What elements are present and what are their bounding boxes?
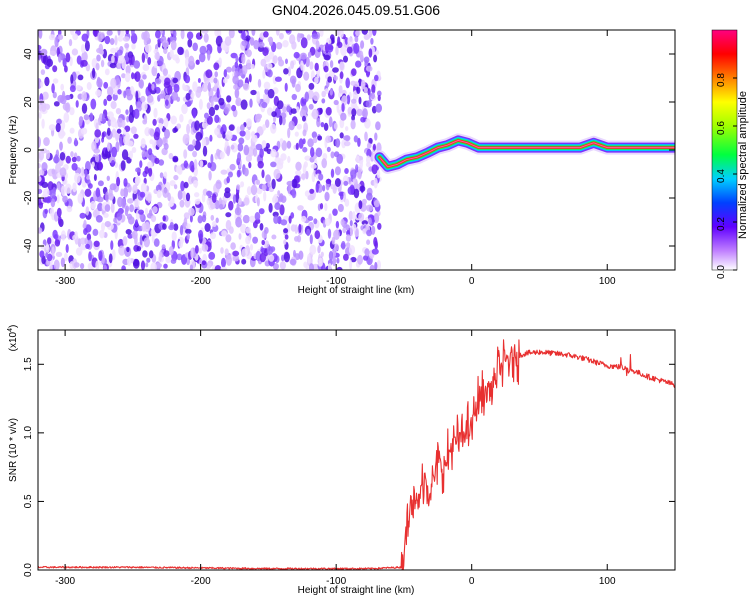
spectrogram-ytick-label: 0 bbox=[23, 147, 34, 153]
colorbar-tick-label: 0.8 bbox=[716, 73, 727, 87]
snr-ytick-label: 0.0 bbox=[23, 563, 34, 577]
spectrogram-xtick-label: -300 bbox=[55, 276, 75, 287]
spectrogram-ytick-label: -40 bbox=[23, 238, 34, 253]
snr-ytick-label: 1.5 bbox=[23, 357, 34, 371]
colorbar-tick-label: 0.6 bbox=[716, 121, 727, 135]
spectrogram-xtick-label: 100 bbox=[599, 276, 616, 287]
colorbar-label: Normalized spectral amplitude bbox=[737, 91, 749, 239]
spectrogram-xlabel: Height of straight line (km) bbox=[298, 285, 415, 296]
snr-scale-label: (x10 bbox=[8, 331, 19, 351]
colorbar-tick-label: 0.2 bbox=[716, 217, 727, 231]
snr-xtick-label: -200 bbox=[191, 576, 211, 587]
snr-series-line bbox=[38, 339, 675, 570]
snr-panel: -300 -200 -100 0 100 0.0 0.5 1.0 1.5 Height of … bbox=[7, 325, 676, 596]
snr-scale-factor: (x104) bbox=[7, 325, 19, 352]
spectrogram-xtick-label: 0 bbox=[469, 276, 475, 287]
snr-scale-exponent: 4 bbox=[7, 328, 14, 332]
page-title: GN04.2026.045.09.51.G06 bbox=[272, 2, 440, 18]
snr-xlabel: Height of straight line (km) bbox=[298, 585, 415, 596]
snr-xtick-label: 0 bbox=[469, 576, 475, 587]
snr-ylabel: SNR (10 * v/v) bbox=[8, 418, 19, 482]
colorbar-tick-label: 0.0 bbox=[716, 265, 727, 279]
spectrogram-xtick-label: -100 bbox=[326, 276, 346, 287]
spectrogram-ytick-label: -20 bbox=[23, 190, 34, 205]
colorbar-tick-label: 0.4 bbox=[716, 169, 727, 183]
snr-xtick-label: -100 bbox=[326, 576, 346, 587]
snr-ytick-label: 0.5 bbox=[23, 494, 34, 508]
snr-xtick-label: 100 bbox=[599, 576, 616, 587]
spectrogram-ylabel: Frequency (Hz) bbox=[8, 116, 19, 185]
spectrogram-ytick-label: 20 bbox=[23, 96, 34, 108]
snr-ytick-label: 1.0 bbox=[23, 425, 34, 439]
spectrogram-ytick-label: 40 bbox=[23, 48, 34, 60]
svg-text:(x104): (x104) bbox=[7, 325, 19, 352]
spectrogram-xtick-label: -200 bbox=[191, 276, 211, 287]
snr-xtick-label: -300 bbox=[55, 576, 75, 587]
signal-peak bbox=[379, 139, 675, 168]
snr-frame bbox=[37, 329, 676, 571]
colorbar: 0.0 0.2 0.4 0.6 0.8 Normalized spectral ampl… bbox=[711, 29, 749, 279]
noise-region bbox=[38, 30, 383, 270]
colorbar-gradient bbox=[711, 29, 738, 271]
